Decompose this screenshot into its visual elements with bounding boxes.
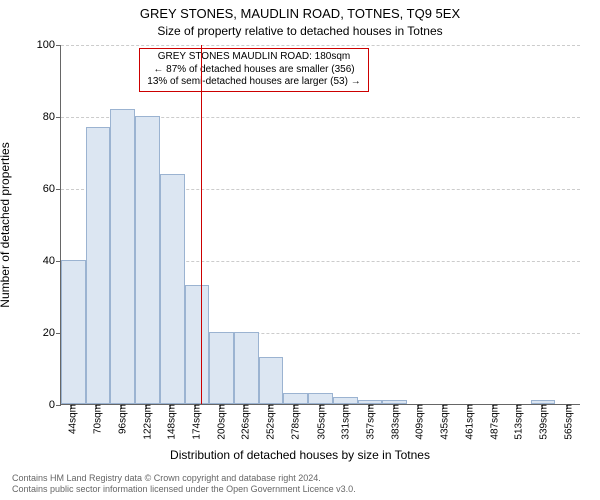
chart-subtitle: Size of property relative to detached ho… <box>0 24 600 38</box>
histogram-bar <box>333 397 358 404</box>
annotation-line2: ← 87% of detached houses are smaller (35… <box>145 64 363 77</box>
xtick-label: 70sqm <box>89 404 104 434</box>
xtick-label: 252sqm <box>262 404 277 440</box>
y-axis-label: Number of detached properties <box>0 142 12 307</box>
xtick-label: 200sqm <box>212 404 227 440</box>
xtick-label: 122sqm <box>138 404 153 440</box>
histogram-bar <box>283 393 308 404</box>
ytick-label: 40 <box>43 255 61 267</box>
plot-area: GREY STONES MAUDLIN ROAD: 180sqm ← 87% o… <box>60 45 580 405</box>
histogram-bar <box>308 393 333 404</box>
xtick-label: 148sqm <box>163 404 178 440</box>
footer-line1: Contains HM Land Registry data © Crown c… <box>12 473 356 485</box>
histogram-bar <box>160 174 185 404</box>
footer-text: Contains HM Land Registry data © Crown c… <box>12 473 356 496</box>
footer-line2: Contains public sector information licen… <box>12 484 356 496</box>
x-axis-label: Distribution of detached houses by size … <box>0 448 600 462</box>
xtick-label: 278sqm <box>286 404 301 440</box>
histogram-bar <box>259 357 284 404</box>
histogram-bar <box>185 285 210 404</box>
histogram-bar <box>234 332 259 404</box>
xtick-label: 174sqm <box>188 404 203 440</box>
xtick-label: 513sqm <box>510 404 525 440</box>
xtick-label: 409sqm <box>411 404 426 440</box>
ytick-label: 60 <box>43 183 61 195</box>
xtick-label: 435sqm <box>436 404 451 440</box>
annotation-box: GREY STONES MAUDLIN ROAD: 180sqm ← 87% o… <box>139 48 369 92</box>
grid-line <box>61 45 580 46</box>
xtick-label: 44sqm <box>64 404 79 434</box>
ytick-label: 20 <box>43 327 61 339</box>
xtick-label: 305sqm <box>312 404 327 440</box>
histogram-bar <box>61 260 86 404</box>
xtick-label: 331sqm <box>337 404 352 440</box>
ytick-label: 80 <box>43 111 61 123</box>
annotation-line1: GREY STONES MAUDLIN ROAD: 180sqm <box>145 51 363 64</box>
ytick-label: 0 <box>49 399 61 411</box>
xtick-label: 226sqm <box>237 404 252 440</box>
xtick-label: 96sqm <box>113 404 128 434</box>
histogram-bar <box>135 116 160 404</box>
histogram-bar <box>86 127 111 404</box>
histogram-bar <box>209 332 234 404</box>
ytick-label: 100 <box>37 39 61 51</box>
property-size-chart: GREY STONES, MAUDLIN ROAD, TOTNES, TQ9 5… <box>0 0 600 500</box>
histogram-bar <box>110 109 135 404</box>
xtick-label: 565sqm <box>559 404 574 440</box>
reference-line <box>201 45 202 404</box>
xtick-label: 383sqm <box>386 404 401 440</box>
xtick-label: 487sqm <box>485 404 500 440</box>
xtick-label: 539sqm <box>535 404 550 440</box>
chart-title: GREY STONES, MAUDLIN ROAD, TOTNES, TQ9 5… <box>0 6 600 21</box>
xtick-label: 461sqm <box>460 404 475 440</box>
xtick-label: 357sqm <box>362 404 377 440</box>
annotation-line3: 13% of semi-detached houses are larger (… <box>145 76 363 89</box>
